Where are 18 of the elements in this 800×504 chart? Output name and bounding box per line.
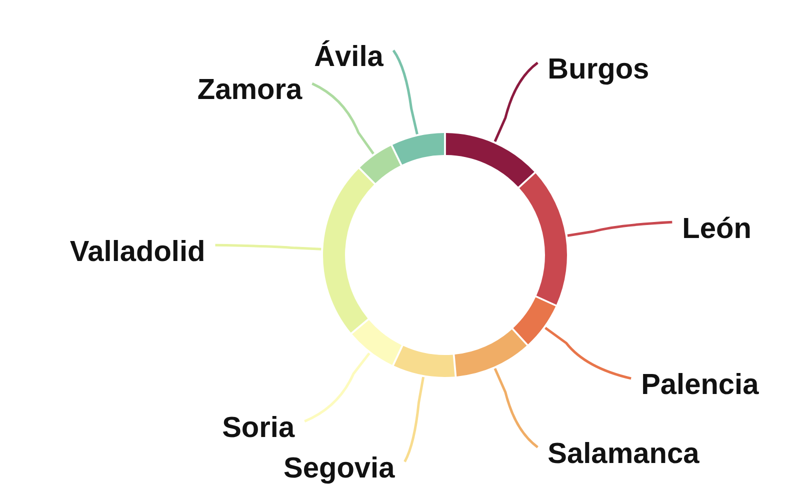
slice-label: Ávila <box>314 40 384 74</box>
donut-slice <box>513 297 556 344</box>
donut-slice <box>394 346 455 377</box>
slice-label: Palencia <box>641 369 760 402</box>
slice-label: Salamanca <box>548 438 700 470</box>
slice-label: Zamora <box>197 74 304 106</box>
slice-label: León <box>682 212 752 245</box>
slice-label: Valladolid <box>70 236 206 268</box>
donut-slice <box>446 133 534 187</box>
slice-label: Segovia <box>284 452 396 484</box>
donut-slice <box>392 133 444 165</box>
donut-slice <box>519 173 567 305</box>
donut-slice <box>454 329 527 376</box>
donut-slice <box>360 146 400 184</box>
slice-label: Burgos <box>548 53 650 86</box>
donut-slice <box>323 168 374 333</box>
donut-slice <box>352 320 402 365</box>
slice-label: Soria <box>222 412 296 444</box>
